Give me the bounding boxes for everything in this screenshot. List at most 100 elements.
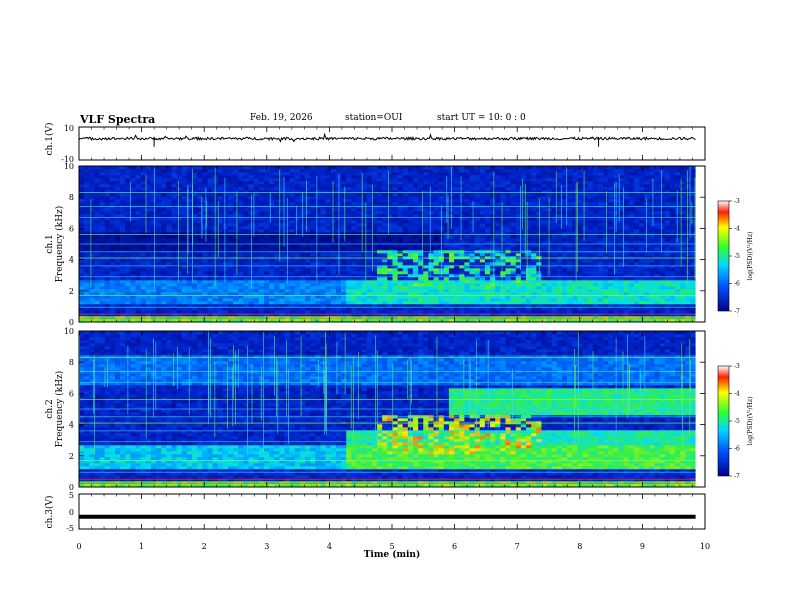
spectrogram-cell bbox=[551, 223, 558, 227]
spectrogram-cell bbox=[443, 286, 450, 290]
spectrogram-cell bbox=[89, 244, 95, 248]
spectrogram-cell bbox=[186, 244, 193, 248]
spectrogram-cell bbox=[310, 259, 316, 263]
spectrogram-cell bbox=[567, 310, 573, 314]
spectrogram-cell bbox=[505, 295, 511, 299]
spectrogram-cell bbox=[135, 166, 141, 170]
spectrogram-cell bbox=[459, 226, 465, 230]
spectrogram-cell bbox=[330, 289, 337, 293]
spectrogram-cell bbox=[263, 217, 270, 221]
spectrogram-cell bbox=[79, 235, 85, 239]
spectrogram-cell bbox=[371, 247, 378, 251]
spectrogram-cell bbox=[448, 304, 455, 308]
spectrogram-cell bbox=[433, 262, 439, 266]
spectrogram-cell bbox=[94, 292, 100, 296]
spectrogram-cell bbox=[279, 265, 285, 269]
spectrogram-cell bbox=[181, 211, 188, 215]
spectrogram-cell bbox=[407, 313, 414, 317]
spectrogram-cell bbox=[294, 214, 301, 218]
spectrogram-cell bbox=[274, 232, 280, 236]
spectrogram-cell bbox=[546, 178, 553, 182]
spectrogram-cell bbox=[407, 232, 414, 236]
spectrogram-cell bbox=[310, 229, 316, 233]
spectrogram-cell bbox=[448, 298, 455, 302]
spectrogram-cell bbox=[366, 298, 373, 302]
spectrogram-cell bbox=[392, 235, 398, 239]
spectrogram-cell bbox=[289, 187, 296, 191]
spectrogram-cell bbox=[233, 229, 239, 233]
spectrogram-cell bbox=[361, 304, 368, 308]
spectrogram-cell bbox=[130, 295, 136, 299]
spectrogram-cell bbox=[99, 208, 105, 212]
spectrogram-cell bbox=[397, 295, 404, 299]
spectrogram-cell bbox=[397, 253, 404, 257]
spectrogram-cell bbox=[89, 292, 95, 296]
spectrogram-cell bbox=[140, 223, 147, 227]
spectrogram-cell bbox=[279, 319, 285, 323]
spectrogram-cell bbox=[454, 283, 460, 287]
spectrogram-cell bbox=[382, 235, 388, 239]
spectrogram-cell bbox=[120, 307, 126, 311]
spectrogram-cell bbox=[79, 193, 85, 197]
spectrogram-cell bbox=[346, 241, 352, 245]
spectrogram-cell bbox=[351, 178, 357, 182]
spectrogram-cell bbox=[269, 319, 275, 323]
spectrogram-cell bbox=[294, 265, 301, 269]
spectrogram-cell bbox=[212, 166, 219, 170]
spectrogram-cell bbox=[536, 298, 542, 302]
spectrogram-cell bbox=[263, 175, 270, 179]
spectrogram-cell bbox=[258, 310, 265, 314]
spectrogram-cell bbox=[89, 295, 95, 299]
spectrogram-cell bbox=[79, 229, 85, 233]
spectrogram-cell bbox=[546, 310, 553, 314]
spectrogram-cell bbox=[428, 217, 434, 221]
spectrogram-cell bbox=[325, 217, 332, 221]
spectrogram-cell bbox=[150, 265, 157, 269]
spectrogram-cell bbox=[125, 241, 131, 245]
spectrogram-cell bbox=[556, 169, 563, 173]
spectrogram-cell bbox=[428, 298, 434, 302]
spectrogram-cell bbox=[377, 232, 383, 236]
spectrogram-cell bbox=[356, 181, 362, 185]
spectrogram-cell bbox=[562, 214, 568, 218]
spectrogram-cell bbox=[335, 307, 342, 311]
spectrogram-cell bbox=[109, 229, 116, 233]
spectrogram-cell bbox=[479, 247, 486, 251]
spectrogram-cell bbox=[325, 298, 332, 302]
spectrogram-cell bbox=[377, 238, 383, 242]
spectrogram-cell bbox=[556, 214, 563, 218]
spectrogram-cell bbox=[464, 271, 470, 275]
spectrogram-cell bbox=[484, 259, 491, 263]
spectrogram-cell bbox=[212, 292, 219, 296]
spectrogram-cell bbox=[469, 208, 475, 212]
spectrogram-cell bbox=[505, 244, 511, 248]
spectrogram-cell bbox=[351, 298, 357, 302]
spectrogram-cell bbox=[397, 223, 404, 227]
spectrogram-cell bbox=[310, 313, 316, 317]
spectrogram-cell bbox=[479, 313, 486, 317]
spectrogram-cell bbox=[274, 214, 280, 218]
spectrogram-cell bbox=[99, 214, 105, 218]
spectrogram-cell bbox=[192, 259, 198, 263]
spectrogram-cell bbox=[258, 193, 265, 197]
spectrogram-cell bbox=[228, 217, 234, 221]
spectrogram-cell bbox=[459, 184, 465, 188]
spectrogram-cell bbox=[428, 226, 434, 230]
spectrogram-cell bbox=[341, 286, 347, 290]
spectrogram-cell bbox=[279, 202, 285, 206]
spectrogram-cell bbox=[330, 184, 337, 188]
spectrogram-cell bbox=[320, 319, 326, 323]
spectrogram-cell bbox=[176, 226, 183, 230]
spectrogram-cell bbox=[366, 211, 373, 215]
spectrogram-cell bbox=[356, 232, 362, 236]
spectrogram-cell bbox=[156, 217, 162, 221]
spectrogram-cell bbox=[341, 232, 347, 236]
spectrogram-cell bbox=[176, 301, 183, 305]
spectrogram-cell bbox=[515, 229, 522, 233]
spectrogram-cell bbox=[556, 220, 563, 224]
spectrogram-cell bbox=[556, 289, 563, 293]
spectrogram-cell bbox=[515, 232, 522, 236]
spectrogram-cell bbox=[520, 166, 527, 170]
spectrogram-cell bbox=[114, 271, 121, 275]
spectrogram-cell bbox=[150, 175, 157, 179]
